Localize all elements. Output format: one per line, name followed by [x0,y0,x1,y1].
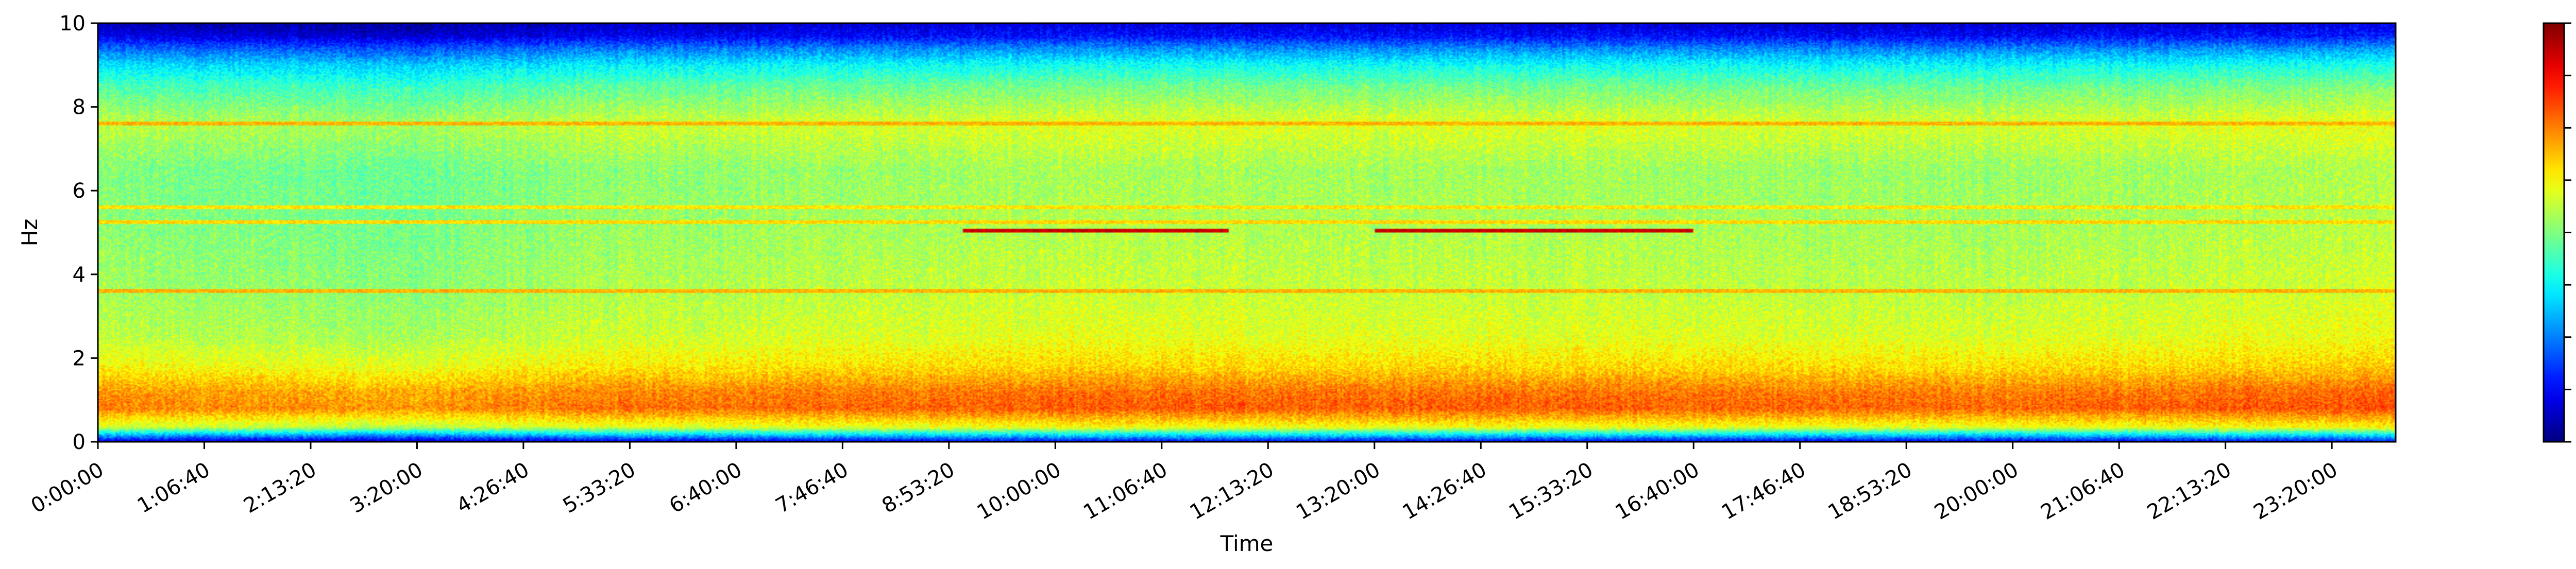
x-tick-label: 13:20:00 [1292,458,1384,525]
x-tick-label: 23:20:00 [2250,458,2342,525]
x-tick-label: 14:26:40 [1399,458,1491,525]
colorbar-ticks: +0 dB-10 dB-20 dB-30 dB-40 dB-50 dB-60 d… [2564,22,2571,443]
colorbar-gradient [2543,22,2565,443]
y-tick-label: 8 [73,96,86,119]
y-axis: 0 2 4 6 8 10 [59,12,98,454]
x-tick-label: 15:33:20 [1505,458,1597,525]
x-axis-label: Time [1220,531,1274,556]
y-axis-label: Hz [17,219,42,247]
y-tick-label: 0 [73,430,86,454]
x-tick-label: 0:00:00 [27,458,108,518]
x-tick-label: 21:06:40 [2037,458,2129,525]
spectrogram-plot-area [98,23,2396,442]
x-tick-label: 18:53:20 [1824,458,1917,525]
x-tick-label: 12:13:20 [1186,458,1278,525]
x-tick-label: 1:06:40 [133,458,214,518]
x-axis: 0:00:00 1:06:40 2:13:20 3:20:00 4:26:40 5:33:… [27,442,2342,525]
x-tick-label: 8:53:20 [878,458,959,518]
x-tick-label: 20:00:00 [1930,458,2023,525]
x-tick-label: 6:40:00 [665,458,746,518]
colorbar: +0 dB-10 dB-20 dB-30 dB-40 dB-50 dB-60 d… [2543,22,2571,443]
x-tick-label: 7:46:40 [772,458,853,518]
y-tick-label: 6 [73,179,86,203]
y-tick-label: 2 [73,347,86,370]
x-tick-label: 4:26:40 [452,458,533,518]
x-tick-label: 5:33:20 [559,458,640,518]
plot-frame [97,22,2397,443]
x-tick-label: 22:13:20 [2143,458,2235,525]
x-tick-label: 10:00:00 [973,458,1065,525]
x-tick-label: 2:13:20 [240,458,320,518]
x-tick-label: 16:40:00 [1612,458,1704,525]
x-tick-label: 11:06:40 [1079,458,1172,525]
y-tick-label: 4 [73,263,86,287]
spectrogram-heatmap [98,23,2396,442]
y-tick-label: 10 [59,12,86,36]
x-tick-label: 3:20:00 [346,458,427,518]
x-tick-label: 17:46:40 [1718,458,1810,525]
